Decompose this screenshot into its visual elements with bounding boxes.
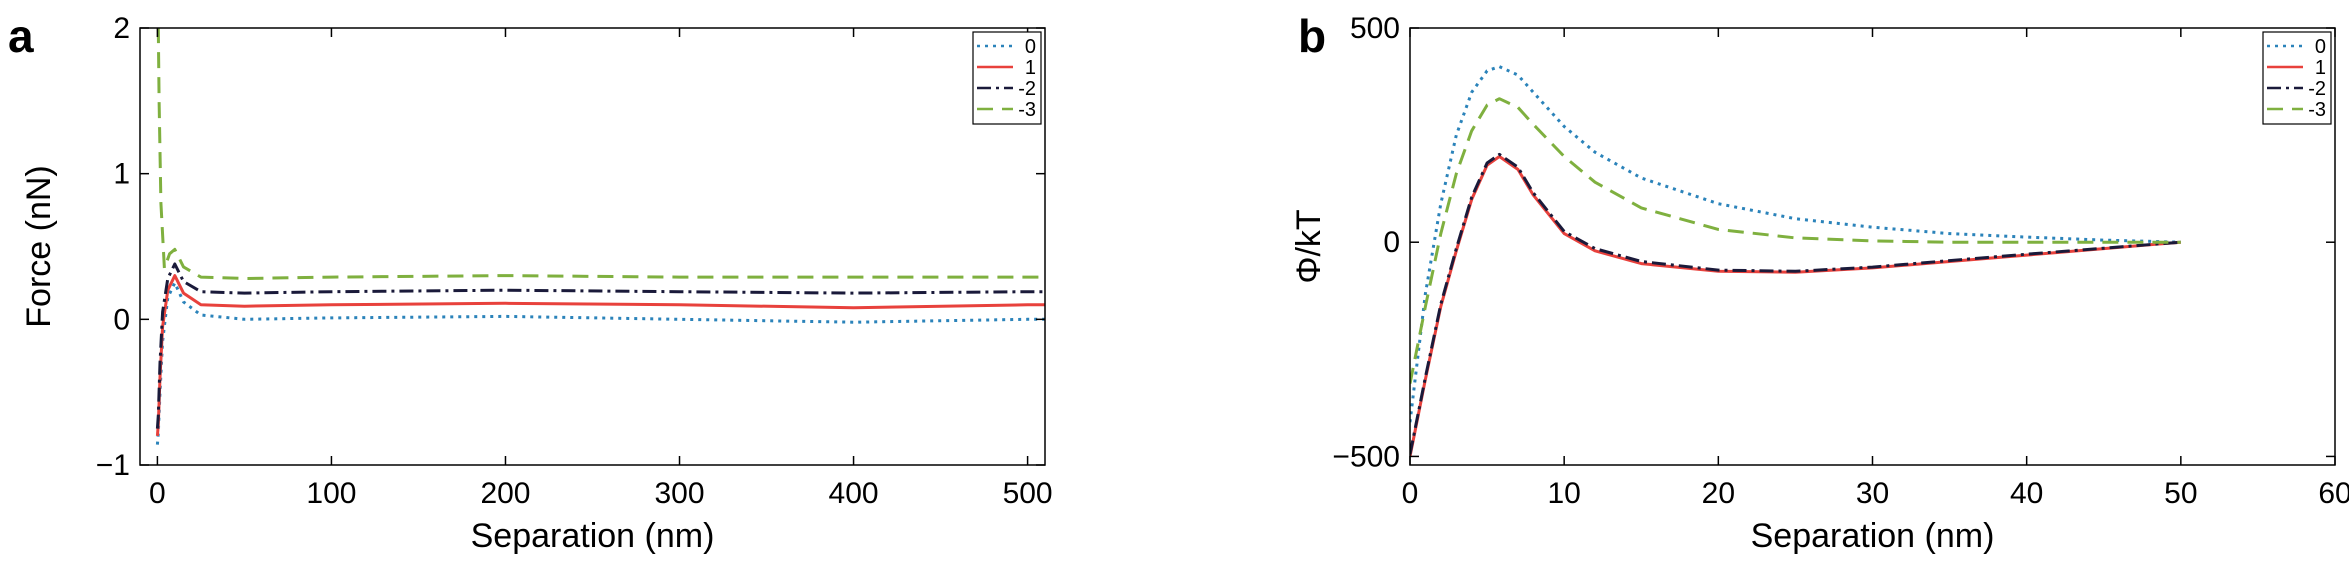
x-tick-label: 60 (2318, 477, 2349, 510)
panel-label-b: b (1298, 10, 1326, 62)
series-line-3 (155, 262, 1045, 429)
series-line-2 (1410, 155, 2181, 457)
series-line-1 (1410, 65, 2181, 423)
x-tick-label: 100 (306, 477, 356, 510)
panel-label-a: a (8, 10, 34, 62)
x-tick-label: 10 (1547, 477, 1580, 510)
axes-box (139, 27, 1046, 466)
axes-box (1409, 27, 2336, 466)
y-axis-label: Φ/kT (1290, 209, 1328, 283)
legend-entry-3: -2 (2308, 78, 2326, 100)
legend-entry-4: -3 (1018, 99, 1036, 121)
legend: 01-2-3 (2262, 31, 2332, 125)
x-tick-label: 400 (829, 477, 879, 510)
x-tick-label: 30 (1856, 477, 1889, 510)
legend-entry-2: 1 (2315, 57, 2326, 79)
x-tick-label: 50 (2164, 477, 2197, 510)
legend-entry-4: -3 (2308, 99, 2326, 121)
x-tick-label: 500 (1003, 477, 1053, 510)
legend-entry-1: 0 (1025, 36, 1036, 58)
legend: 01-2-3 (972, 31, 1042, 125)
x-tick-label: 200 (480, 477, 530, 510)
series-line-3 (1410, 152, 2181, 455)
x-axis-label: Separation (nm) (471, 517, 715, 555)
y-tick-label: 0 (113, 303, 130, 336)
series-line-4 (156, 28, 1045, 280)
series-group (1410, 65, 2181, 457)
y-tick-label: 1 (113, 158, 130, 191)
legend-entry-2: 1 (1025, 57, 1036, 79)
legend-entry-3: -2 (1018, 78, 1036, 100)
legend-entry-1: 0 (2315, 36, 2326, 58)
y-axis-label: Force (nN) (20, 165, 58, 327)
x-tick-label: 40 (2010, 477, 2043, 510)
y-tick-label: 2 (113, 12, 130, 45)
x-tick-label: 0 (1402, 477, 1419, 510)
x-axis-label: Separation (nm) (1751, 517, 1995, 555)
series-line-4 (1410, 97, 2181, 384)
y-tick-label: −500 (1332, 440, 1400, 473)
y-tick-label: −1 (96, 449, 130, 482)
y-tick-label: 500 (1350, 12, 1400, 45)
y-tick-label: 0 (1383, 226, 1400, 259)
x-tick-label: 20 (1702, 477, 1735, 510)
series-line-1 (155, 281, 1045, 445)
x-tick-label: 0 (149, 477, 166, 510)
x-tick-label: 300 (654, 477, 704, 510)
series-group (155, 28, 1045, 445)
series-line-2 (155, 274, 1045, 437)
